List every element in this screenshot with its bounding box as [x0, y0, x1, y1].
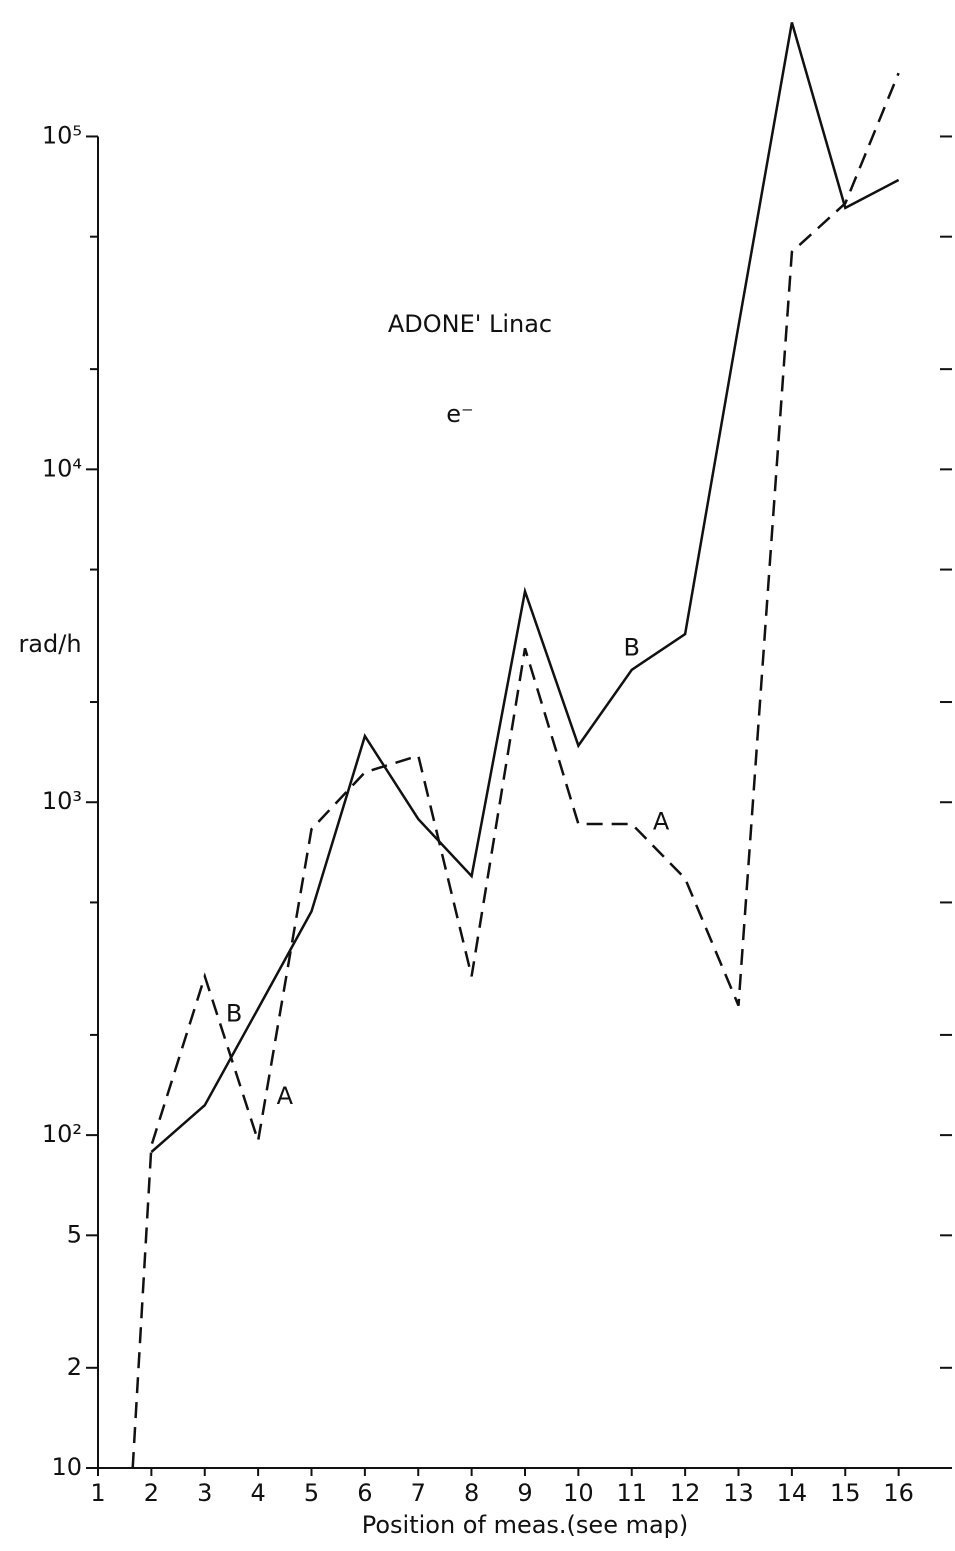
x-tick-label: 12: [670, 1479, 701, 1507]
x-tick-label: 3: [197, 1479, 212, 1507]
x-tick-label: 10: [563, 1479, 594, 1507]
y-axis-label: rad/h: [18, 630, 81, 658]
chart-subtitle: e⁻: [446, 400, 473, 428]
x-tick-label: 15: [830, 1479, 861, 1507]
series-line: [131, 72, 900, 1469]
x-tick-label: 9: [517, 1479, 532, 1507]
x-tick-label: 13: [723, 1479, 754, 1507]
x-tick-label: 1: [90, 1479, 105, 1507]
x-tick-label: 16: [883, 1479, 914, 1507]
x-tick-label: 2: [144, 1479, 159, 1507]
y-tick-label: 5: [67, 1220, 82, 1248]
x-axis-label: Position of meas.(see map): [362, 1511, 689, 1539]
annotation: A: [277, 1082, 294, 1110]
series-line: [150, 22, 900, 1153]
y-tick-label: 10²: [42, 1120, 82, 1148]
annotation: B: [624, 633, 640, 661]
y-tick-label: 10⁵: [42, 121, 82, 149]
y-tick-label: 10³: [42, 787, 82, 815]
x-tick-label: 4: [250, 1479, 265, 1507]
x-tick-label: 7: [411, 1479, 426, 1507]
y-tick-label: 10⁴: [42, 454, 82, 482]
x-tick-label: 11: [616, 1479, 647, 1507]
chart-title: ADONE' Linac: [388, 310, 552, 338]
y-tick-label: 10: [51, 1453, 82, 1481]
annotation: A: [653, 807, 670, 835]
x-tick-label: 6: [357, 1479, 372, 1507]
annotation: B: [226, 1000, 242, 1028]
x-tick-label: 8: [464, 1479, 479, 1507]
x-tick-label: 14: [777, 1479, 808, 1507]
x-tick-label: 5: [304, 1479, 319, 1507]
y-tick-label: 2: [67, 1353, 82, 1381]
